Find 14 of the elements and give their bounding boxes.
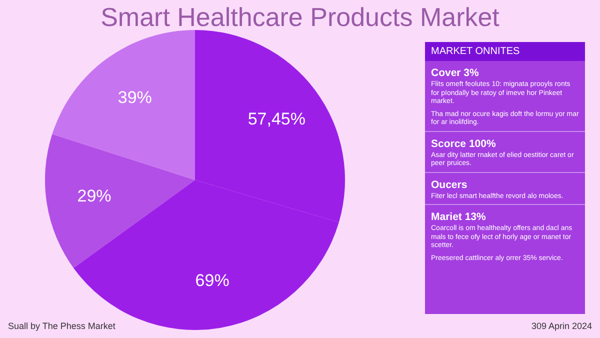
text: Suall by The Phess Market: [8, 321, 116, 331]
chart-title: Smart Healthcare Products Market: [100, 2, 500, 33]
data-label: 29%: [77, 186, 112, 206]
pie-slice: [45, 134, 195, 268]
text: Cover 3%: [430, 66, 480, 80]
data-label: 69%: [195, 271, 230, 290]
text: Scorce 100%: [425, 130, 585, 150]
data-label: 57,45%: [248, 109, 306, 128]
text: MARKET ONNITES: [425, 42, 585, 61]
text: Mariet 13%: [425, 204, 585, 224]
text: Oucers: [425, 172, 585, 192]
data-label: 39%: [118, 88, 152, 108]
pie-slice: [52, 30, 195, 180]
text: 309 Aprin 2024: [531, 321, 592, 331]
